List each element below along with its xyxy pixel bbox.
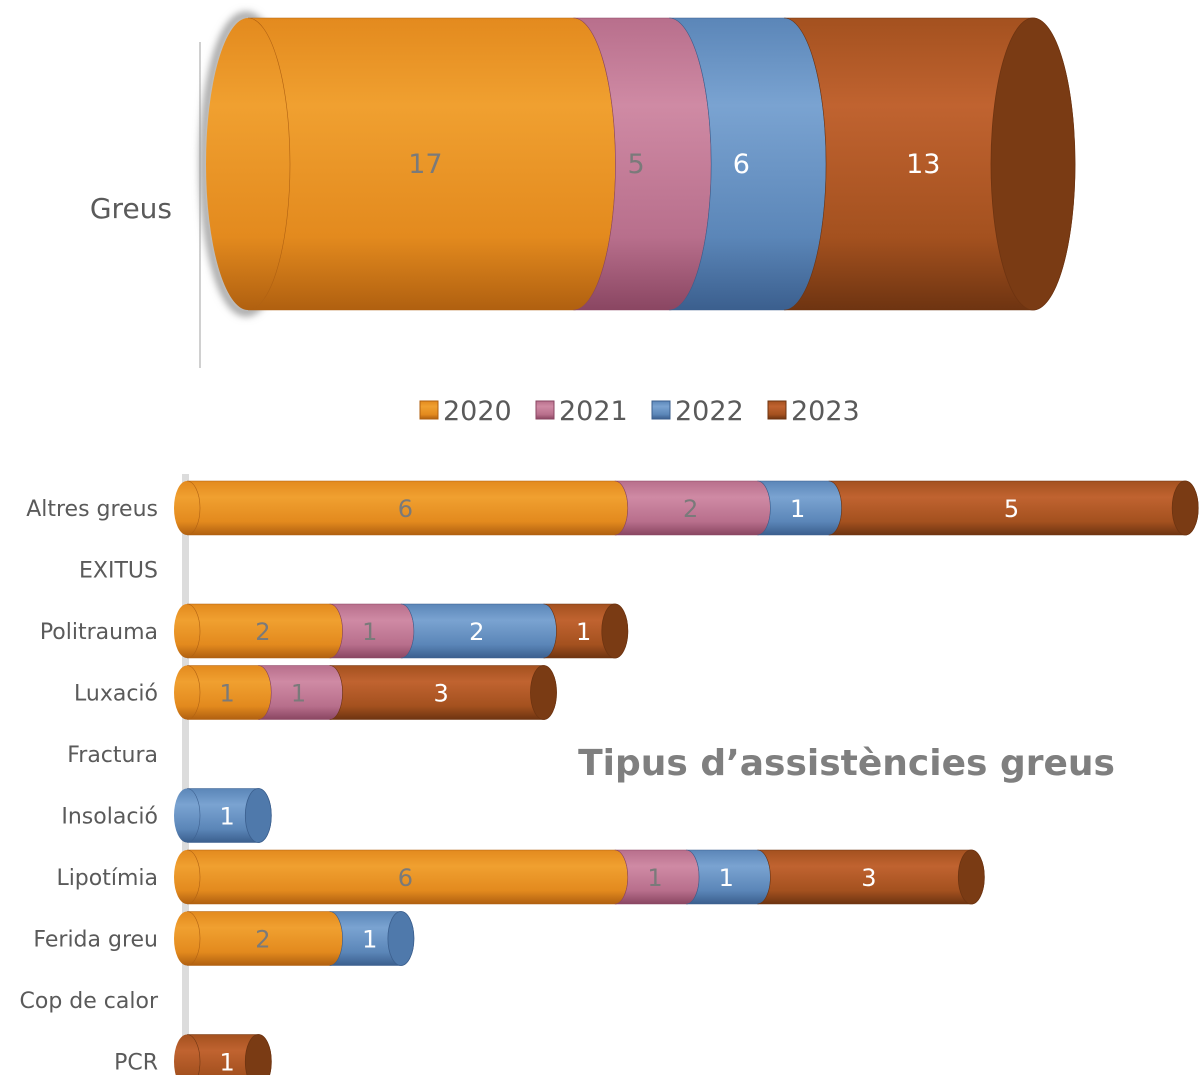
data-label-2021: 5	[627, 149, 644, 180]
data-label-2023: 1	[576, 618, 591, 646]
bar-left-cap	[174, 788, 200, 843]
greus-total-chart: Greus 17 5 6 13	[90, 12, 1076, 368]
bar-end-cap	[244, 1034, 272, 1075]
bar-end-cap	[1171, 480, 1199, 536]
bar-left-cap	[174, 911, 200, 966]
data-label-2020: 2	[255, 618, 270, 646]
legend-item-2022: 2022	[651, 396, 744, 427]
legend-swatch	[535, 400, 555, 420]
data-label-2021: 1	[291, 680, 306, 708]
category-label: Insolació	[61, 805, 158, 830]
chart-legend: 2020 2021 2022 2023	[419, 396, 860, 427]
bar-end-cap	[530, 665, 557, 720]
data-label-2020: 2	[255, 926, 270, 954]
legend-item-2020: 2020	[419, 396, 512, 427]
bar-end-cap	[957, 849, 985, 905]
chart-title: Tipus d’assistències greus	[578, 743, 1115, 784]
category-label: Ferida greu	[33, 928, 158, 953]
category-label: Cop de calor	[20, 989, 159, 1014]
data-label-2022: 1	[790, 495, 805, 523]
category-label: Fractura	[67, 743, 158, 768]
bar-left-cap	[174, 1034, 200, 1075]
category-label: Luxació	[74, 682, 158, 707]
category-label: PCR	[114, 1051, 158, 1075]
data-label-2023: 13	[906, 149, 940, 180]
legend-item-2021: 2021	[535, 396, 628, 427]
bar-left-cap	[174, 665, 200, 720]
data-label-2022: 6	[733, 149, 750, 180]
category-label: Greus	[90, 192, 172, 225]
bar-left-cap	[174, 604, 200, 658]
data-label-2022: 2	[469, 618, 484, 646]
data-label-2023: 5	[1004, 495, 1019, 523]
data-label-2022: 1	[362, 926, 377, 954]
bar-end-cap	[990, 17, 1076, 311]
assistencies-types-chart: Altres greus 6 2 1 5 EXITUS Politrauma 2 1 2 1 Luxa…	[20, 474, 1199, 1075]
data-label-2023: 1	[220, 1049, 235, 1075]
bottom-axis-line	[182, 474, 189, 1074]
category-label: Lipotímia	[56, 866, 158, 891]
legend-swatch	[767, 400, 787, 420]
category-label: Politrauma	[40, 620, 158, 645]
data-label-2022: 1	[719, 864, 734, 892]
legend-item-2023: 2023	[767, 396, 860, 427]
legend-swatch	[651, 400, 671, 420]
bar-end-cap	[244, 788, 272, 843]
data-label-2021: 2	[683, 495, 698, 523]
data-label-2020: 6	[398, 864, 413, 892]
bar-end-cap	[601, 603, 629, 659]
data-label-2021: 1	[362, 618, 377, 646]
category-label: Altres greus	[26, 497, 158, 522]
legend-label: 2023	[791, 396, 860, 427]
bar-left-cap	[174, 850, 200, 904]
bar-end-cap	[387, 911, 415, 966]
legend-label: 2022	[675, 396, 744, 427]
bar-left-cap	[206, 18, 290, 310]
legend-label: 2020	[443, 396, 512, 427]
legend-label: 2021	[559, 396, 628, 427]
category-label: EXITUS	[79, 559, 158, 584]
data-label-2022: 1	[220, 803, 235, 831]
data-label-2020: 1	[220, 680, 235, 708]
data-label-2021: 1	[647, 864, 662, 892]
legend-swatch	[419, 400, 439, 420]
data-label-2020: 6	[398, 495, 413, 523]
data-label-2020: 17	[408, 149, 442, 180]
data-label-2023: 3	[433, 680, 448, 708]
bar-left-cap	[174, 481, 200, 535]
data-label-2023: 3	[861, 864, 876, 892]
